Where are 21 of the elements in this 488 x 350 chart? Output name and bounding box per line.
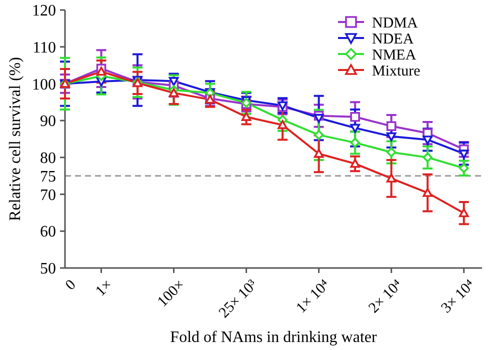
y-tick-label: 75 xyxy=(40,168,56,186)
y-tick-label: 100 xyxy=(32,76,56,94)
x-tick-label: 25× 10³ xyxy=(216,276,261,322)
x-tick-label: 1× 10⁴ xyxy=(294,276,334,317)
y-tick-label: 70 xyxy=(40,186,56,204)
x-tick-label: 3× 10⁴ xyxy=(438,276,478,317)
legend-label: NDEA xyxy=(372,31,414,48)
legend-label: NDMA xyxy=(372,15,418,32)
x-tick-label: 1× xyxy=(92,276,116,300)
x-tick-label: 0 xyxy=(62,276,80,294)
y-tick-label: 50 xyxy=(40,260,56,278)
y-tick-label: 80 xyxy=(40,150,56,168)
y-axis-title: Relative cell survival (%) xyxy=(7,57,24,221)
x-axis-title: Fold of NAms in drinking water xyxy=(170,329,378,346)
legend-label: NMEA xyxy=(372,47,416,64)
legend-label: Mixture xyxy=(372,63,421,80)
y-tick-label: 60 xyxy=(40,224,56,241)
y-tick-label: 110 xyxy=(32,39,56,56)
y-tick-label: 120 xyxy=(32,2,56,20)
y-tick-label: 90 xyxy=(40,113,56,130)
x-tick-label: 2× 10⁴ xyxy=(366,276,406,317)
